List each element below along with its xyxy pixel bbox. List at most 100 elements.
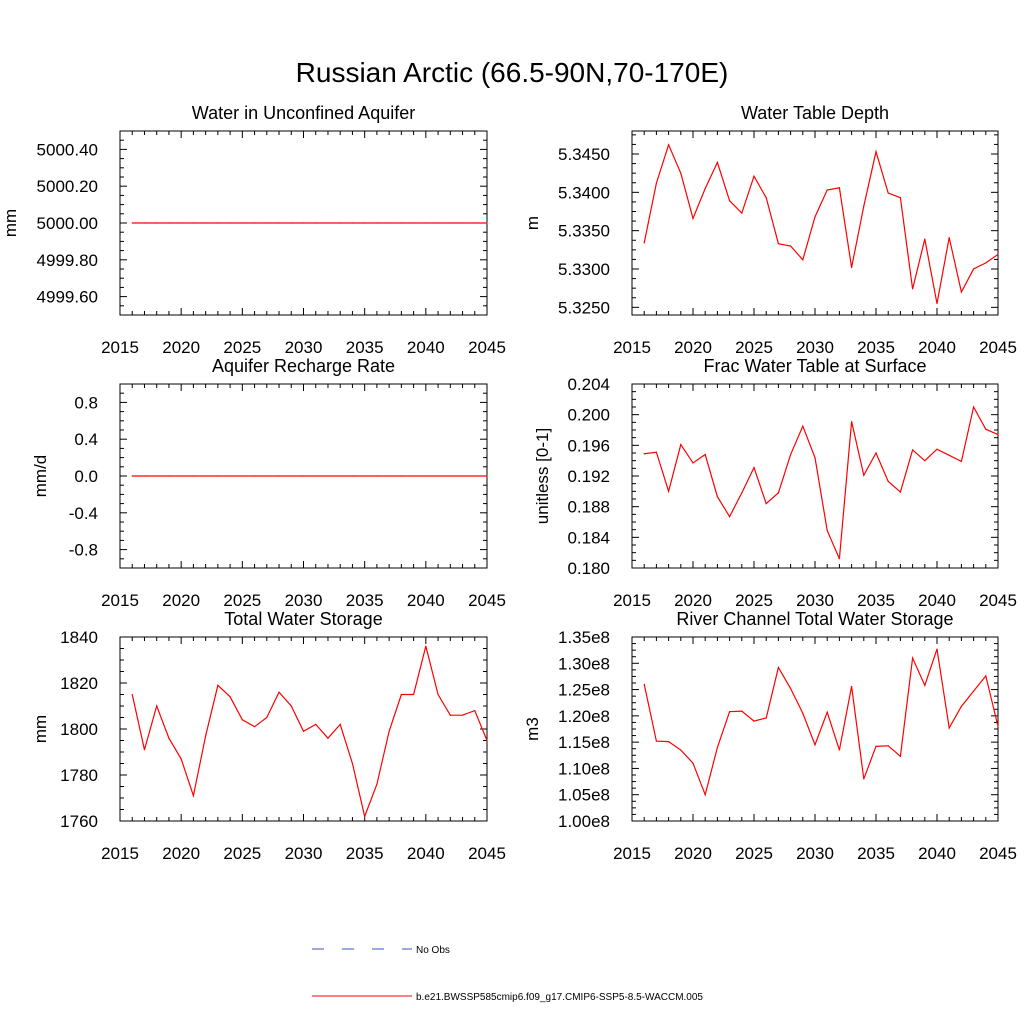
data-point bbox=[790, 453, 792, 456]
data-point bbox=[486, 222, 488, 224]
y-tick-label: 5.3250 bbox=[558, 298, 610, 317]
data-point bbox=[241, 475, 243, 477]
panel-title: Total Water Storage bbox=[224, 609, 382, 629]
data-point bbox=[461, 475, 464, 477]
x-tick-label: 2035 bbox=[346, 844, 384, 863]
data-point bbox=[875, 452, 877, 454]
series-points-1 bbox=[131, 475, 488, 477]
x-tick-label: 2015 bbox=[613, 338, 651, 357]
series-line-1 bbox=[131, 646, 488, 819]
data-point bbox=[180, 222, 182, 224]
data-point bbox=[449, 714, 451, 716]
y-tick-label: 1.30e8 bbox=[558, 654, 610, 673]
data-point bbox=[704, 453, 706, 456]
y-tick-label: 5000.40 bbox=[37, 140, 98, 159]
legend-label-no-obs: No Obs bbox=[416, 945, 450, 956]
data-point bbox=[973, 690, 975, 692]
x-tick-label: 2020 bbox=[674, 844, 712, 863]
data-point bbox=[192, 222, 194, 224]
data-point bbox=[912, 449, 914, 451]
y-axis-label: mm/d bbox=[31, 455, 50, 498]
data-point bbox=[765, 503, 767, 505]
data-point bbox=[741, 492, 743, 494]
data-point bbox=[912, 657, 914, 659]
data-point bbox=[643, 683, 645, 685]
panel-title: Frac Water Table at Surface bbox=[703, 356, 926, 376]
data-point bbox=[899, 755, 902, 757]
data-point bbox=[729, 516, 731, 518]
y-tick-label: 1820 bbox=[60, 674, 98, 693]
series-line-1 bbox=[644, 405, 999, 560]
data-point bbox=[692, 462, 694, 464]
x-tick-label: 2045 bbox=[468, 338, 506, 357]
x-tick-label: 2015 bbox=[101, 338, 139, 357]
x-tick-label: 2030 bbox=[796, 844, 834, 863]
data-point bbox=[388, 222, 390, 224]
data-point bbox=[863, 205, 865, 207]
data-point bbox=[229, 696, 231, 698]
x-tick-label: 2035 bbox=[346, 591, 384, 610]
data-point bbox=[924, 238, 926, 240]
x-tick-label: 2020 bbox=[162, 844, 200, 863]
y-tick-label: -0.4 bbox=[69, 504, 98, 523]
data-point bbox=[217, 684, 219, 686]
x-tick-label: 2025 bbox=[735, 338, 773, 357]
y-tick-label: 1800 bbox=[60, 720, 98, 739]
panel-title: Aquifer Recharge Rate bbox=[212, 356, 395, 376]
data-point bbox=[790, 687, 792, 690]
data-point bbox=[315, 222, 317, 224]
data-point bbox=[474, 222, 476, 224]
y-tick-label: 4999.80 bbox=[37, 251, 98, 270]
series-line-1 bbox=[643, 648, 999, 797]
y-tick-label: 0.200 bbox=[567, 406, 610, 425]
legend: No Obs b.e21.BWSSP585cmip6.f09_g17.CMIP6… bbox=[312, 945, 703, 1003]
x-tick-label: 2040 bbox=[918, 591, 956, 610]
data-point bbox=[229, 475, 231, 477]
data-point bbox=[241, 719, 243, 721]
data-point bbox=[278, 691, 280, 693]
data-point bbox=[973, 268, 975, 270]
data-point bbox=[290, 475, 292, 477]
data-point bbox=[388, 730, 390, 732]
data-point bbox=[461, 714, 464, 716]
data-point bbox=[948, 236, 950, 239]
x-tick-label: 2040 bbox=[918, 338, 956, 357]
y-tick-label: -0.8 bbox=[69, 541, 98, 560]
data-point bbox=[655, 182, 658, 184]
data-point bbox=[315, 475, 317, 477]
data-point bbox=[351, 475, 354, 477]
series-points-1 bbox=[643, 406, 999, 560]
data-point bbox=[692, 217, 694, 219]
data-point bbox=[351, 222, 354, 224]
x-tick-label: 2035 bbox=[857, 338, 895, 357]
data-point bbox=[887, 192, 889, 194]
plot-frame bbox=[631, 383, 999, 569]
y-tick-label: 1.35e8 bbox=[558, 628, 610, 647]
data-point bbox=[741, 710, 743, 712]
data-point bbox=[302, 475, 305, 477]
y-tick-label: 5.3450 bbox=[558, 145, 610, 164]
panel-title: Water in Unconfined Aquifer bbox=[192, 103, 415, 123]
data-point bbox=[948, 454, 950, 456]
panel-4: 2015 2020 2025 2030 2035 2040 2045 0.180 0.184 0.… bbox=[533, 356, 1017, 610]
series-points-1 bbox=[131, 222, 488, 224]
data-point bbox=[400, 222, 402, 224]
data-point bbox=[655, 740, 658, 742]
data-point bbox=[802, 712, 804, 714]
y-tick-label: 1.10e8 bbox=[558, 759, 610, 778]
y-axis-label: mm bbox=[1, 209, 20, 237]
data-point bbox=[924, 684, 926, 686]
data-point bbox=[168, 222, 170, 224]
data-point bbox=[997, 253, 999, 256]
data-point bbox=[339, 723, 341, 726]
panel-3: 2015 2020 2025 2030 2035 2040 2045 -0.8 -0.4 0.0 0… bbox=[31, 356, 506, 610]
data-point bbox=[461, 222, 464, 224]
data-point bbox=[765, 717, 767, 719]
x-tick-label: 2045 bbox=[979, 844, 1017, 863]
x-tick-label: 2020 bbox=[674, 591, 712, 610]
data-point bbox=[668, 144, 670, 146]
x-tick-label: 2025 bbox=[223, 844, 261, 863]
data-point bbox=[364, 815, 366, 818]
y-tick-label: 1.25e8 bbox=[558, 681, 610, 700]
